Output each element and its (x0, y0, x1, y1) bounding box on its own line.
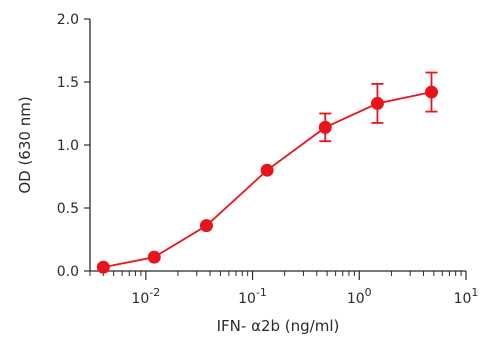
series-line (103, 91, 432, 269)
y-axis-label: OD (630 nm) (16, 96, 34, 193)
x-axis-label: IFN- α2b (ng/ml) (217, 317, 340, 335)
y-tick-label: 0.5 (57, 201, 79, 217)
data-marks (96, 71, 438, 274)
data-point (370, 96, 384, 110)
y-tick-label: 0.0 (57, 264, 79, 280)
data-point (318, 120, 332, 134)
x-tick-label: 100 (347, 286, 372, 307)
y-tick-label: 1.0 (57, 138, 79, 154)
y-tick-label: 1.5 (57, 75, 79, 91)
data-point (260, 163, 274, 177)
axes: 0.0 0.5 1.0 1.5 2.0 10-2 10-1 100 101 (57, 12, 479, 307)
data-point (96, 260, 110, 274)
x-tick-label: 10-2 (131, 286, 160, 307)
data-point (199, 219, 213, 233)
x-tick-label: 10-1 (238, 286, 267, 307)
data-point (424, 85, 438, 99)
x-tick-label: 101 (454, 286, 479, 307)
data-point (147, 250, 161, 264)
y-tick-label: 2.0 (57, 12, 79, 28)
